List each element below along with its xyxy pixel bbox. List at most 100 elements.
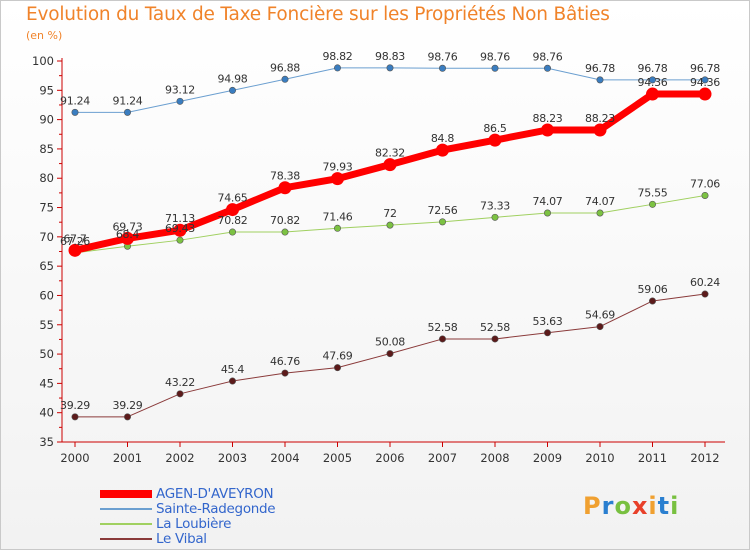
data-point <box>331 172 344 186</box>
data-label: 54.69 <box>585 309 615 322</box>
x-tick-label: 2005 <box>323 451 352 465</box>
data-point <box>176 390 184 398</box>
y-tick-label: 95 <box>39 83 54 97</box>
data-point <box>701 290 709 298</box>
legend-label: Sainte-Radegonde <box>156 501 276 517</box>
data-label: 72 <box>383 207 396 220</box>
data-point <box>488 133 502 147</box>
data-label: 60.24 <box>690 276 720 289</box>
data-point <box>436 143 449 157</box>
data-point <box>278 181 292 195</box>
data-point <box>229 86 237 94</box>
data-point <box>124 413 132 421</box>
data-label: 84.8 <box>431 132 455 145</box>
data-point <box>281 75 289 83</box>
data-point <box>543 64 551 72</box>
logo-letter: x <box>631 492 649 520</box>
data-point <box>438 218 446 226</box>
data-point <box>491 64 499 72</box>
x-tick-label: 2002 <box>165 451 194 465</box>
x-tick-label: 2006 <box>375 451 404 465</box>
x-tick-label: 2000 <box>60 451 89 465</box>
data-label: 94.98 <box>218 72 248 85</box>
logo-letter: i <box>648 492 658 520</box>
data-label: 91.24 <box>60 94 90 107</box>
data-label: 71.46 <box>323 210 353 223</box>
data-point <box>386 221 394 229</box>
data-point <box>333 64 341 72</box>
y-tick-label: 55 <box>39 318 54 332</box>
legend-label: La Loubière <box>156 516 232 532</box>
chart-title: Evolution du Taux de Taxe Foncière sur l… <box>26 4 610 25</box>
y-tick-label: 80 <box>39 171 54 185</box>
data-point <box>593 123 607 137</box>
data-label: 78.38 <box>270 170 300 183</box>
x-tick-label: 2001 <box>113 451 142 465</box>
legend-item: Le Vibal <box>100 531 207 547</box>
x-tick-label: 2007 <box>428 451 457 465</box>
data-label: 68.4 <box>116 228 140 241</box>
data-point <box>386 350 394 358</box>
logo-letter: o <box>614 492 632 520</box>
data-label: 74.65 <box>218 192 248 205</box>
data-point <box>698 87 712 101</box>
legend-swatch <box>100 523 152 525</box>
x-tick-label: 2004 <box>270 451 299 465</box>
y-tick-label: 45 <box>39 376 54 390</box>
data-label: 98.76 <box>533 50 563 63</box>
data-label: 86.5 <box>483 122 507 135</box>
data-point <box>281 369 289 377</box>
x-tick-label: 2009 <box>533 451 562 465</box>
data-label: 98.76 <box>428 50 458 63</box>
data-point <box>71 413 79 421</box>
data-point <box>383 158 397 172</box>
data-label: 53.63 <box>533 315 563 328</box>
data-point <box>596 76 604 84</box>
data-point <box>648 200 656 208</box>
y-tick-label: 70 <box>39 230 54 244</box>
y-tick-label: 65 <box>39 259 54 273</box>
data-point <box>124 108 132 116</box>
y-tick-label: 40 <box>39 406 54 420</box>
data-label: 98.82 <box>323 50 353 63</box>
legend-swatch <box>100 490 152 498</box>
data-point <box>229 377 237 385</box>
data-label: 52.58 <box>480 321 510 334</box>
data-point <box>596 323 604 331</box>
data-label: 67.7 <box>63 232 87 245</box>
data-point <box>648 297 656 305</box>
data-label: 74.07 <box>585 195 615 208</box>
y-tick-label: 60 <box>39 288 54 302</box>
proxiti-logo: Proxiti <box>583 492 679 520</box>
data-label: 88.23 <box>585 112 615 125</box>
y-tick-label: 35 <box>39 435 54 449</box>
data-label: 70.82 <box>218 214 248 227</box>
data-label: 59.06 <box>638 283 668 296</box>
data-label: 79.93 <box>323 161 353 174</box>
data-point <box>121 231 134 245</box>
data-point <box>543 329 551 337</box>
y-tick-label: 50 <box>39 347 54 361</box>
x-tick-label: 2011 <box>638 451 667 465</box>
data-point <box>646 87 659 101</box>
legend-label: AGEN-D'AVEYRON <box>156 486 274 502</box>
data-label: 74.07 <box>533 195 563 208</box>
logo-letter: P <box>583 492 602 520</box>
data-label: 98.76 <box>480 50 510 63</box>
legend-label: Le Vibal <box>156 531 207 547</box>
data-label: 98.83 <box>375 50 405 63</box>
data-label: 47.69 <box>323 350 353 363</box>
data-point <box>596 209 604 217</box>
data-point <box>543 209 551 217</box>
data-label: 72.56 <box>428 204 458 217</box>
data-point <box>541 123 554 137</box>
x-tick-label: 2010 <box>585 451 614 465</box>
data-label: 94.36 <box>638 76 668 89</box>
data-point <box>281 228 289 236</box>
data-label: 96.78 <box>638 62 668 75</box>
data-point <box>333 224 341 232</box>
data-label: 88.23 <box>533 112 563 125</box>
data-label: 70.82 <box>270 214 300 227</box>
